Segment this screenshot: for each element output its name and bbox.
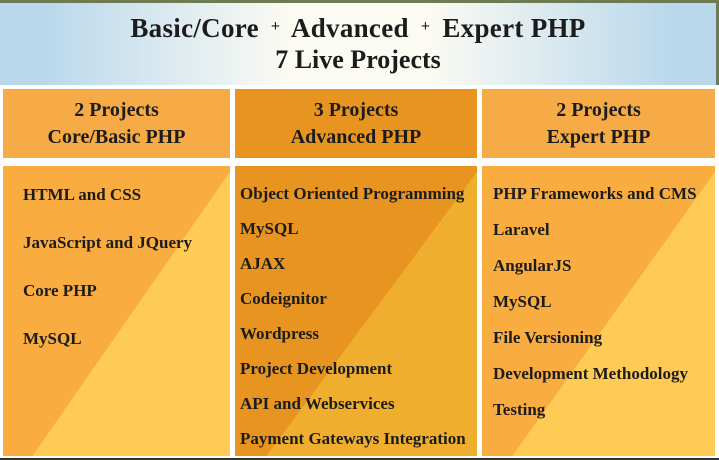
course-item: MySQL: [23, 329, 82, 348]
course-item: MySQL: [493, 292, 552, 311]
course-item: File Versioning: [493, 328, 603, 347]
column-advanced-php: 3 Projects Advanced PHP Object Oriented …: [235, 89, 477, 456]
column-core-basic-php: 2 Projects Core/Basic PHP HTML and CSS J…: [3, 89, 230, 456]
column-header-expert-php: 2 Projects Expert PHP: [482, 89, 715, 158]
course-item: Codeignitor: [240, 288, 327, 308]
page-title: Basic/Core + Advanced + Expert PHP: [130, 15, 585, 42]
column-header-core-basic-php: 2 Projects Core/Basic PHP: [3, 89, 230, 158]
course-item: PHP Frameworks and CMS: [493, 184, 697, 203]
column-header-projects-count: 2 Projects: [74, 98, 159, 121]
course-item: Wordpress: [240, 323, 320, 343]
course-item: Project Development: [240, 358, 393, 378]
course-item: Object Oriented Programming: [240, 183, 465, 203]
columns-grid: 2 Projects Core/Basic PHP HTML and CSS J…: [0, 89, 719, 456]
column-expert-php: 2 Projects Expert PHP PHP Frameworks and…: [482, 89, 715, 456]
title-segment-basic-core: Basic/Core: [130, 13, 259, 43]
title-segment-advanced: Advanced: [290, 13, 409, 43]
course-item: HTML and CSS: [23, 185, 142, 204]
course-item: Testing: [493, 400, 546, 419]
column-header-level-label: Advanced PHP: [290, 125, 422, 148]
plus-sign: +: [420, 18, 431, 35]
column-body-advanced-php: Object Oriented Programming MySQL AJAX C…: [235, 166, 477, 456]
course-item: AJAX: [240, 253, 286, 273]
column-header-projects-count: 2 Projects: [556, 98, 641, 121]
column-header-projects-count: 3 Projects: [313, 98, 399, 121]
course-item: API and Webservices: [240, 393, 395, 413]
course-item: MySQL: [240, 218, 299, 238]
course-item: Development Methodology: [493, 364, 689, 383]
course-item: Payment Gateways Integration: [240, 428, 466, 448]
title-segment-expert-php: Expert PHP: [442, 13, 586, 43]
course-item: JavaScript and JQuery: [23, 233, 193, 252]
header-banner: Basic/Core + Advanced + Expert PHP 7 Liv…: [0, 0, 719, 85]
page-subtitle: 7 Live Projects: [275, 45, 441, 74]
course-item: Laravel: [493, 220, 550, 239]
course-item: AngularJS: [493, 256, 572, 275]
column-header-advanced-php: 3 Projects Advanced PHP: [235, 89, 477, 158]
column-header-level-label: Expert PHP: [546, 125, 651, 148]
column-header-level-label: Core/Basic PHP: [47, 125, 186, 148]
column-body-expert-php: PHP Frameworks and CMS Laravel AngularJS…: [482, 166, 715, 456]
column-body-core-basic-php: HTML and CSS JavaScript and JQuery Core …: [3, 166, 230, 456]
plus-sign: +: [270, 18, 281, 35]
course-item: Core PHP: [23, 281, 97, 300]
